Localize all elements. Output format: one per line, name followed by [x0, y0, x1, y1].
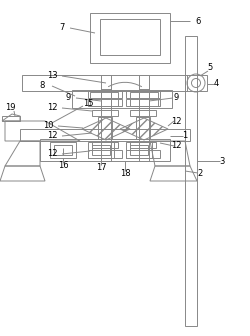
Bar — [130, 142, 156, 148]
Bar — [54, 145, 72, 155]
Text: 12: 12 — [47, 131, 57, 140]
Bar — [100, 19, 160, 55]
Bar — [101, 75, 111, 91]
Bar — [22, 75, 187, 91]
Text: 12: 12 — [171, 117, 181, 126]
Text: 2: 2 — [198, 168, 202, 177]
Text: 10: 10 — [43, 122, 53, 130]
Text: 18: 18 — [120, 169, 130, 178]
Bar — [126, 142, 152, 158]
Bar — [139, 91, 149, 108]
Text: 4: 4 — [214, 80, 218, 88]
Bar — [40, 139, 170, 161]
Bar — [126, 150, 160, 158]
Text: 8: 8 — [39, 82, 45, 90]
Bar — [88, 142, 114, 158]
Bar — [20, 129, 190, 141]
Bar — [139, 89, 149, 161]
Bar — [92, 110, 118, 116]
Text: 9: 9 — [174, 93, 178, 102]
Text: 13: 13 — [47, 72, 57, 81]
Text: 15: 15 — [83, 98, 93, 108]
Bar — [101, 91, 111, 108]
Bar — [88, 99, 122, 106]
Bar — [185, 75, 207, 91]
Text: 12: 12 — [171, 141, 181, 151]
Bar — [126, 91, 160, 98]
Bar — [130, 110, 156, 116]
Text: 3: 3 — [219, 157, 225, 166]
Text: 7: 7 — [59, 24, 65, 33]
Bar — [98, 117, 112, 139]
Bar — [126, 99, 160, 106]
Bar — [139, 75, 149, 91]
Text: 17: 17 — [96, 164, 106, 172]
Text: 1: 1 — [182, 131, 188, 140]
Bar — [130, 92, 158, 106]
Bar — [101, 89, 111, 161]
Bar — [90, 13, 170, 63]
Text: 19: 19 — [5, 103, 15, 113]
Bar — [92, 142, 118, 148]
Text: 12: 12 — [47, 150, 57, 159]
Bar — [92, 145, 110, 155]
Text: 9: 9 — [66, 93, 71, 102]
Text: 16: 16 — [58, 162, 68, 170]
Bar — [50, 142, 76, 158]
Bar — [136, 117, 150, 139]
Bar — [90, 92, 118, 106]
Text: 5: 5 — [208, 64, 212, 73]
Bar — [130, 145, 148, 155]
Bar — [185, 36, 197, 326]
Text: 6: 6 — [195, 16, 201, 26]
Text: 12: 12 — [47, 103, 57, 113]
Bar — [88, 91, 122, 98]
Bar — [72, 90, 172, 108]
Bar — [88, 150, 122, 158]
